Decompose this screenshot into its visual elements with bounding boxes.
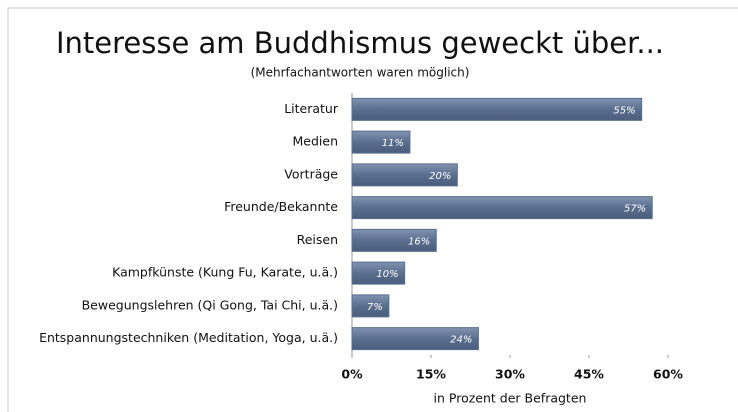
value-label: 11% bbox=[382, 138, 404, 149]
bar bbox=[351, 327, 479, 351]
bar bbox=[351, 228, 437, 252]
bar bbox=[351, 261, 406, 285]
x-tick-label: 45% bbox=[574, 367, 604, 382]
x-tick-label: 60% bbox=[653, 367, 683, 382]
y-tick-label: Vorträge bbox=[284, 166, 338, 181]
bar bbox=[351, 294, 390, 318]
value-label: 20% bbox=[429, 171, 451, 182]
y-tick-label: Medien bbox=[293, 134, 339, 149]
value-label: 10% bbox=[376, 269, 398, 280]
x-tick-label: 30% bbox=[495, 367, 525, 382]
x-tick-label: 0% bbox=[341, 367, 363, 382]
y-tick-label: Freunde/Bekannte bbox=[224, 199, 338, 214]
y-tick-label: Bewegungslehren (Qi Gong, Tai Chi, u.ä.) bbox=[82, 297, 338, 312]
chart-title: Interesse am Buddhismus geweckt über... bbox=[56, 26, 664, 60]
y-tick-label: Literatur bbox=[284, 101, 339, 116]
bar bbox=[351, 196, 653, 220]
frame bbox=[7, 7, 738, 412]
value-label: 57% bbox=[624, 204, 646, 215]
bar bbox=[351, 97, 643, 121]
value-label: 55% bbox=[613, 105, 635, 116]
y-tick-label: Entspannungstechniken (Meditation, Yoga,… bbox=[39, 330, 338, 345]
y-tick-label: Reisen bbox=[297, 232, 338, 247]
y-tick-label: Kampfkünste (Kung Fu, Karate, u.ä.) bbox=[112, 265, 338, 280]
chart-subtitle: (Mehrfachantworten waren möglich) bbox=[251, 66, 470, 80]
x-axis-label: in Prozent der Befragten bbox=[434, 391, 587, 406]
value-label: 16% bbox=[408, 236, 430, 247]
bar bbox=[351, 130, 411, 154]
value-label: 7% bbox=[367, 302, 383, 313]
bar bbox=[351, 163, 458, 187]
x-tick-label: 15% bbox=[416, 367, 446, 382]
value-label: 24% bbox=[450, 335, 472, 346]
